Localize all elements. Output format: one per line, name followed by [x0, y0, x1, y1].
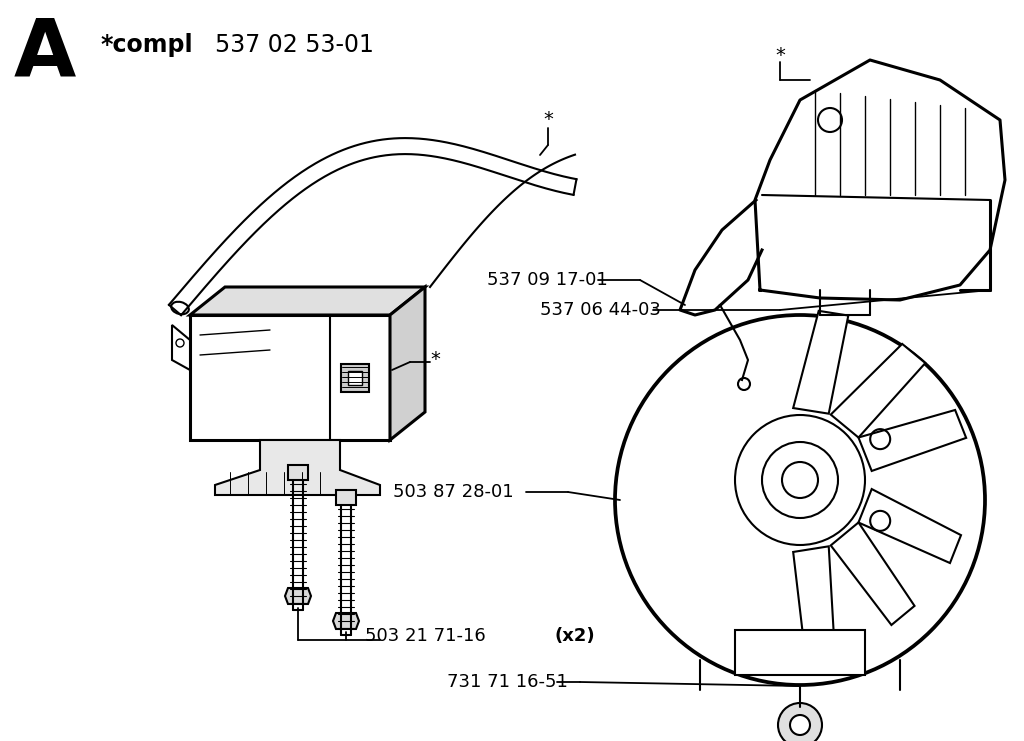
Polygon shape [341, 364, 369, 392]
Text: *: * [543, 110, 553, 130]
Polygon shape [285, 588, 311, 604]
Text: 503 21 71-16: 503 21 71-16 [365, 627, 485, 645]
Circle shape [735, 415, 865, 545]
Bar [735, 630, 865, 675]
Text: 537 02 53-01: 537 02 53-01 [215, 33, 374, 57]
Polygon shape [172, 325, 190, 370]
Text: (x2): (x2) [555, 627, 596, 645]
Polygon shape [190, 287, 425, 315]
Text: 537 06 44-03: 537 06 44-03 [540, 301, 660, 319]
Polygon shape [794, 546, 835, 651]
Bar [348, 371, 362, 385]
Polygon shape [390, 287, 425, 440]
Polygon shape [858, 489, 961, 563]
Text: 503 87 28-01: 503 87 28-01 [393, 483, 514, 501]
Bar [190, 315, 390, 440]
Circle shape [782, 462, 818, 498]
Circle shape [790, 715, 810, 735]
Polygon shape [858, 410, 967, 471]
Bar [336, 490, 356, 505]
Text: 731 71 16-51: 731 71 16-51 [447, 673, 568, 691]
Circle shape [778, 703, 822, 741]
Text: A: A [14, 16, 76, 94]
Text: *compl: *compl [100, 33, 193, 57]
Polygon shape [333, 613, 359, 629]
Bar [288, 465, 308, 480]
Text: *: * [775, 45, 785, 64]
Polygon shape [830, 344, 926, 437]
Circle shape [762, 442, 838, 518]
Polygon shape [794, 310, 848, 413]
Polygon shape [830, 522, 914, 625]
Polygon shape [215, 440, 380, 495]
Text: *: * [430, 350, 440, 370]
Text: 537 09 17-01: 537 09 17-01 [487, 271, 608, 289]
